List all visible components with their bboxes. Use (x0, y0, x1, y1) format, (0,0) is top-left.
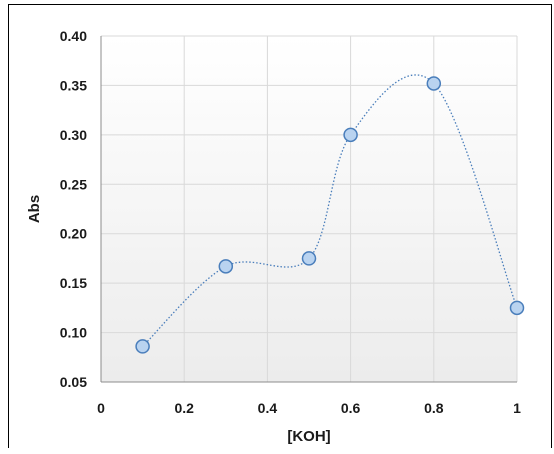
y-tick-label: 0.10 (60, 325, 87, 341)
x-tick-label: 0.2 (174, 400, 194, 416)
data-point (218, 259, 234, 274)
x-tick-label: 1 (513, 400, 521, 416)
y-tick-label: 0.30 (60, 127, 87, 143)
chart: 0.40 0.35 0.30 0.25 0.20 0.15 0.10 0.05 0 0.2 0.4… (26, 28, 525, 445)
x-tick-label: 0 (97, 400, 105, 416)
data-point (301, 251, 317, 266)
data-point (135, 339, 150, 354)
y-tick-label: 0.25 (60, 176, 87, 192)
axes (100, 36, 517, 383)
y-tick-label: 0.05 (60, 374, 87, 390)
y-tick-label: 0.35 (60, 77, 87, 93)
y-tick-label: 0.15 (60, 275, 87, 291)
x-tick-label: 0.8 (424, 400, 444, 416)
data-point (343, 127, 358, 143)
data-point (426, 76, 442, 91)
y-tick-label: 0.40 (60, 28, 87, 44)
y-axis-title: Abs (26, 195, 43, 223)
data-point (509, 300, 525, 316)
x-tick-labels: 0 0.2 0.4 0.6 0.8 1 (97, 400, 521, 416)
y-tick-label: 0.20 (60, 226, 87, 242)
chart-frame: 0.40 0.35 0.30 0.25 0.20 0.15 0.10 0.05 0 0.2 0.4… (8, 4, 552, 448)
x-tick-label: 0.4 (258, 400, 278, 416)
x-axis-title: [KOH] (287, 428, 330, 445)
x-tick-label: 0.6 (341, 400, 361, 416)
plot-area (101, 36, 517, 382)
data-points (135, 76, 525, 354)
y-tick-labels: 0.40 0.35 0.30 0.25 0.20 0.15 0.10 0.05 (60, 28, 87, 390)
